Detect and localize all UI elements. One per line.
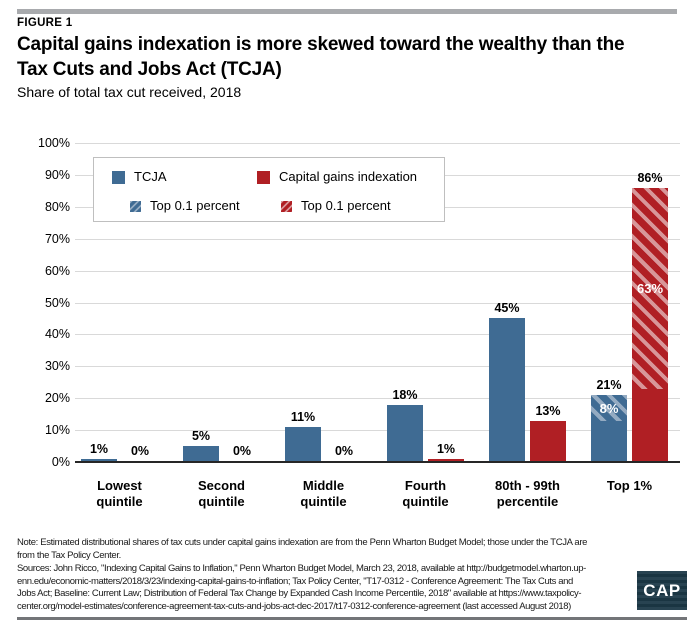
bar-capital-gains-indexation xyxy=(428,459,464,462)
x-axis-category-label: Second quintile xyxy=(198,478,245,509)
y-axis-tick-label: 60% xyxy=(44,264,70,278)
y-axis-tick-label: 40% xyxy=(44,327,70,341)
gridline xyxy=(75,398,680,399)
legend-item-tcja: TCJA xyxy=(112,169,167,185)
bar-value-label: 0% xyxy=(334,444,354,458)
y-axis-tick-label: 50% xyxy=(44,296,70,310)
bar-value-label: 1% xyxy=(436,442,456,456)
bar-tcja xyxy=(387,405,423,462)
top-divider xyxy=(17,9,677,14)
x-axis-category-label: Middle quintile xyxy=(300,478,347,509)
gridline xyxy=(75,271,680,272)
gridline xyxy=(75,143,680,144)
legend: TCJA Capital gains indexation Top 0.1 pe… xyxy=(93,157,445,222)
top01-hatch-overlay xyxy=(591,395,627,421)
gridline xyxy=(75,303,680,304)
bar-tcja xyxy=(183,446,219,462)
bar-value-label: 18% xyxy=(392,388,418,402)
figure-label: FIGURE 1 xyxy=(17,17,73,29)
bar-value-label: 21% xyxy=(596,378,622,392)
y-axis-tick-label: 80% xyxy=(44,200,70,214)
bar-capital-gains-indexation xyxy=(530,421,566,462)
x-axis-category-label: 80th - 99th percentile xyxy=(494,478,560,509)
note-text: Note: Estimated distributional shares of… xyxy=(17,537,588,561)
bar-value-label: 45% xyxy=(494,301,520,315)
gridline xyxy=(75,430,680,431)
chart-subtitle: Share of total tax cut received, 2018 xyxy=(17,84,242,100)
bar-tcja xyxy=(285,427,321,462)
bar-value-label: 0% xyxy=(130,444,150,458)
y-axis-tick-label: 30% xyxy=(44,359,70,373)
bar-tcja xyxy=(81,459,117,462)
top01-value-label: 63% xyxy=(636,281,664,296)
legend-item-indexation: Capital gains indexation xyxy=(257,169,417,185)
legend-label: Capital gains indexation xyxy=(279,169,418,184)
bottom-divider xyxy=(17,617,687,620)
bar-tcja xyxy=(489,318,525,462)
bar-value-label: 86% xyxy=(637,171,663,185)
bar-value-label: 1% xyxy=(89,442,109,456)
legend-item-top01-indexation: Top 0.1 percent xyxy=(281,198,391,214)
gridline xyxy=(75,334,680,335)
indexation-swatch-icon xyxy=(257,170,270,184)
legend-label: TCJA xyxy=(134,169,167,184)
x-axis-category-label: Top 1% xyxy=(606,478,653,493)
y-axis-tick-label: 0% xyxy=(51,455,70,469)
x-axis-line xyxy=(75,461,680,463)
y-axis-tick-label: 70% xyxy=(44,232,70,246)
y-axis-tick-label: 20% xyxy=(44,391,70,405)
x-axis-category-label: Fourth quintile xyxy=(402,478,449,509)
gridline xyxy=(75,366,680,367)
cap-logo-text: CAP xyxy=(643,580,681,600)
bar-value-label: 11% xyxy=(290,410,316,424)
bar-value-label: 0% xyxy=(232,444,252,458)
bar-value-label: 13% xyxy=(535,404,561,418)
top01-blue-hatch-swatch-icon xyxy=(130,200,141,212)
legend-item-top01-tcja: Top 0.1 percent xyxy=(130,198,240,214)
gridline xyxy=(75,239,680,240)
legend-label: Top 0.1 percent xyxy=(301,198,391,213)
sources-text: Sources: John Ricco, "Indexing Capital G… xyxy=(17,563,586,612)
top01-red-hatch-swatch-icon xyxy=(281,200,292,212)
top01-value-label: 8% xyxy=(599,400,619,416)
cap-logo: CAP xyxy=(637,571,687,610)
bar-value-label: 5% xyxy=(191,429,211,443)
y-axis-tick-label: 10% xyxy=(44,423,70,437)
chart-title: Capital gains indexation is more skewed … xyxy=(17,34,625,80)
y-axis-tick-label: 100% xyxy=(38,136,70,150)
tcja-swatch-icon xyxy=(112,170,125,184)
legend-label: Top 0.1 percent xyxy=(150,198,240,213)
y-axis-tick-label: 90% xyxy=(44,168,70,182)
top01-hatch-overlay xyxy=(632,188,668,389)
x-axis-category-label: Lowest quintile xyxy=(96,478,143,509)
